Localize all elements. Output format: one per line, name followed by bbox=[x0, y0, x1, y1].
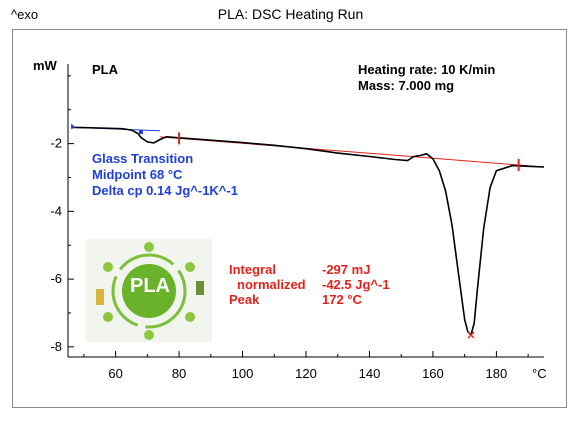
exo-direction-label: ^exo bbox=[11, 7, 39, 22]
y-tick-label: -4 bbox=[50, 203, 62, 218]
x-tick-label: 140 bbox=[359, 366, 381, 381]
pla-logo-image: PLA bbox=[86, 239, 212, 342]
logo-text: PLA bbox=[130, 275, 170, 297]
y-axis-label: mW bbox=[33, 58, 58, 73]
x-tick-label: 80 bbox=[172, 366, 186, 381]
y-tick-label: -2 bbox=[50, 136, 62, 151]
pla-cycle-icon bbox=[86, 239, 212, 342]
normalized-value: -42.5 Jg^-1 bbox=[322, 277, 390, 292]
x-tick-label: 180 bbox=[486, 366, 508, 381]
y-tick-label: -6 bbox=[50, 271, 62, 286]
glass-transition-delta-cp: Delta cp 0.14 Jg^-1K^-1 bbox=[92, 183, 238, 198]
peak-value: 172 °C bbox=[322, 292, 362, 307]
chart-markers bbox=[71, 123, 520, 339]
glass-transition-midpoint: Midpoint 68 °C bbox=[92, 167, 183, 182]
chart-frame bbox=[12, 29, 567, 408]
heating-rate: Heating rate: 10 K/min bbox=[358, 62, 496, 77]
y-tick-label: -8 bbox=[50, 339, 62, 354]
normalized-label: normalized bbox=[237, 277, 306, 292]
sample-name: PLA bbox=[92, 62, 118, 77]
chart-ticks: mW °C 60 80 100 120 140 160 180 -2 -4 -6 -8 bbox=[33, 58, 547, 381]
peak-marker bbox=[467, 331, 475, 339]
x-tick-label: 100 bbox=[232, 366, 254, 381]
glass-onset-marker bbox=[71, 123, 76, 130]
curve-layer bbox=[71, 126, 545, 337]
peak-label: Peak bbox=[229, 292, 260, 307]
x-tick-label: 160 bbox=[422, 366, 444, 381]
glass-midpoint-marker bbox=[138, 130, 143, 135]
integral-label: Integral bbox=[229, 262, 276, 277]
x-axis-unit: °C bbox=[532, 366, 547, 381]
dsc-heat-flow-curve bbox=[71, 126, 545, 337]
integral-value: -297 mJ bbox=[322, 262, 371, 277]
sample-mass: Mass: 7.000 mg bbox=[358, 78, 455, 93]
chart-title: PLA: DSC Heating Run bbox=[217, 6, 364, 22]
x-tick-label: 60 bbox=[108, 366, 122, 381]
x-tick-label: 120 bbox=[295, 366, 317, 381]
glass-transition-title: Glass Transition bbox=[92, 151, 194, 166]
